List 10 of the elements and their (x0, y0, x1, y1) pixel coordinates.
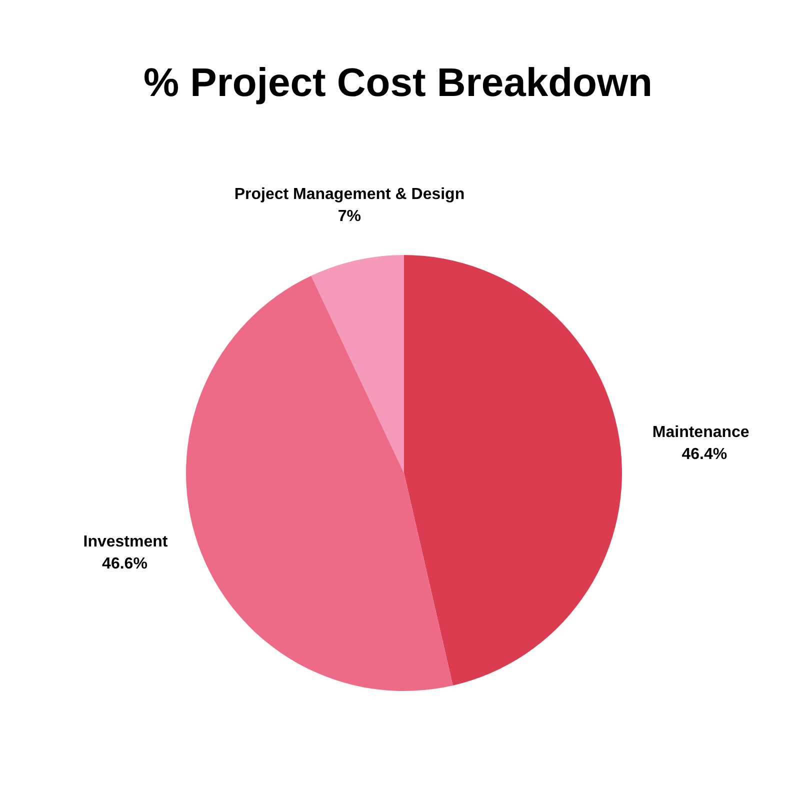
pie-slice (311, 255, 404, 473)
pie-slice (404, 255, 622, 686)
data-label: 7% (338, 208, 362, 226)
chart-title: % Project Cost Breakdown (143, 61, 653, 105)
slice-label: Maintenance (652, 424, 750, 441)
slice-label: Project Management & Design (234, 186, 465, 204)
slice-label: Investment (83, 534, 168, 551)
data-label: 46.4% (682, 446, 728, 463)
data-label: 46.6% (102, 556, 148, 573)
pie-slice (186, 276, 453, 691)
